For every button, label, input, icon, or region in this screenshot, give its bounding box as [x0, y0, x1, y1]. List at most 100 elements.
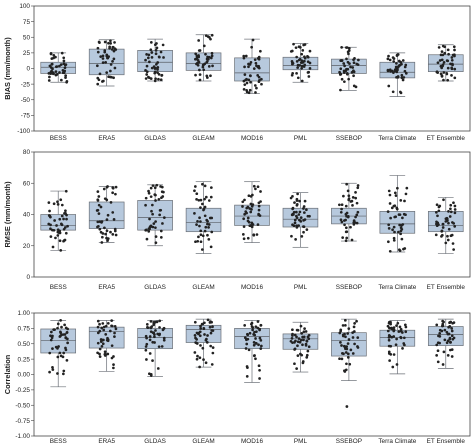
data-point: [144, 196, 148, 200]
data-point: [64, 74, 68, 77]
data-point: [395, 207, 399, 211]
data-point: [301, 48, 305, 52]
data-point: [56, 322, 60, 326]
data-point: [49, 52, 53, 55]
data-point: [447, 227, 451, 231]
data-point: [47, 222, 51, 226]
data-point: [201, 234, 205, 238]
data-point: [392, 71, 395, 74]
data-point: [51, 228, 54, 232]
data-point: [199, 324, 202, 328]
data-point: [148, 352, 152, 355]
data-point: [390, 206, 394, 210]
data-point: [340, 203, 344, 207]
box-bess: [40, 189, 77, 252]
data-point: [293, 218, 297, 222]
data-point: [197, 331, 201, 335]
data-point: [50, 62, 54, 66]
data-point: [392, 225, 396, 229]
data-point: [347, 338, 351, 341]
data-point: [441, 324, 445, 328]
x-tick-label: PML: [294, 135, 308, 142]
data-point: [453, 76, 457, 80]
data-point: [352, 84, 356, 88]
data-point: [197, 55, 201, 59]
data-point: [108, 329, 112, 333]
data-point: [148, 335, 152, 338]
x-tick-label: SSEBOP: [336, 284, 362, 291]
data-point: [113, 324, 117, 328]
data-point: [210, 230, 214, 234]
data-point: [245, 90, 249, 94]
data-point: [242, 217, 246, 221]
data-point: [391, 90, 395, 94]
data-point: [399, 232, 402, 236]
data-point: [389, 216, 392, 220]
data-point: [209, 37, 212, 41]
data-point: [98, 72, 102, 76]
data-point: [109, 69, 112, 73]
data-point: [307, 345, 311, 349]
data-point: [152, 323, 156, 327]
data-point: [345, 67, 348, 71]
data-point: [97, 195, 101, 198]
data-point: [443, 45, 446, 49]
data-point: [98, 352, 101, 356]
data-point: [106, 336, 109, 340]
data-point: [438, 332, 442, 335]
data-point: [162, 190, 165, 194]
data-point: [404, 192, 408, 196]
data-point: [340, 220, 344, 224]
data-point: [290, 73, 294, 77]
data-point: [196, 61, 199, 65]
data-point: [298, 199, 301, 203]
data-point: [448, 215, 452, 218]
data-point: [299, 216, 303, 220]
data-point: [146, 56, 150, 60]
data-point: [60, 325, 63, 329]
data-point: [257, 55, 261, 59]
data-point: [159, 50, 163, 54]
data-point: [110, 319, 114, 322]
data-point: [356, 210, 360, 214]
data-point: [64, 326, 68, 330]
data-point: [399, 198, 403, 202]
data-point: [161, 195, 165, 198]
data-point: [59, 330, 62, 334]
data-point: [105, 71, 109, 75]
data-point: [306, 60, 310, 64]
data-point: [357, 58, 360, 62]
data-point: [340, 344, 343, 347]
data-point: [344, 239, 348, 243]
data-point: [52, 202, 56, 206]
data-point: [110, 48, 114, 51]
data-point: [442, 71, 446, 74]
data-point: [56, 200, 59, 204]
data-point: [150, 66, 154, 70]
data-point: [299, 324, 303, 328]
iqr-box: [427, 54, 464, 72]
data-point: [104, 324, 108, 328]
data-point: [246, 333, 250, 337]
data-point: [396, 68, 399, 72]
data-point: [299, 219, 303, 223]
data-point: [450, 334, 454, 338]
data-point: [96, 319, 100, 323]
data-point: [52, 328, 55, 331]
data-point: [299, 338, 303, 342]
data-point: [399, 327, 403, 331]
data-point: [449, 203, 453, 207]
data-point: [440, 75, 444, 78]
data-point: [102, 328, 106, 332]
x-tick-label: BESS: [50, 438, 67, 445]
x-tick-label: MOD16: [241, 284, 263, 291]
data-point: [295, 203, 299, 207]
data-point: [436, 360, 440, 364]
data-point: [300, 66, 303, 70]
data-point: [114, 233, 118, 237]
data-point: [340, 357, 344, 361]
data-point: [156, 332, 160, 336]
data-point: [207, 57, 210, 61]
data-point: [112, 355, 115, 358]
data-point: [295, 367, 298, 370]
